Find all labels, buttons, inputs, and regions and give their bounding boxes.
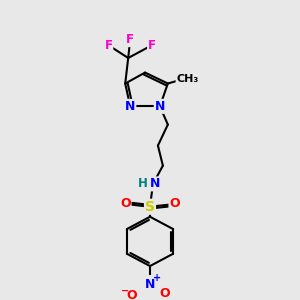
Text: F: F (148, 39, 156, 52)
Text: N: N (125, 100, 135, 113)
Text: N: N (150, 177, 160, 190)
Text: +: + (153, 273, 161, 283)
Text: N: N (145, 278, 155, 291)
Text: S: S (145, 200, 155, 214)
Text: −: − (121, 286, 129, 296)
Text: O: O (169, 197, 180, 211)
Text: F: F (104, 39, 112, 52)
Text: H: H (138, 177, 148, 190)
Text: O: O (160, 287, 170, 300)
Text: O: O (120, 197, 130, 211)
Text: N: N (155, 100, 165, 113)
Text: CH₃: CH₃ (176, 74, 199, 84)
Text: F: F (126, 33, 134, 46)
Text: O: O (127, 289, 137, 300)
